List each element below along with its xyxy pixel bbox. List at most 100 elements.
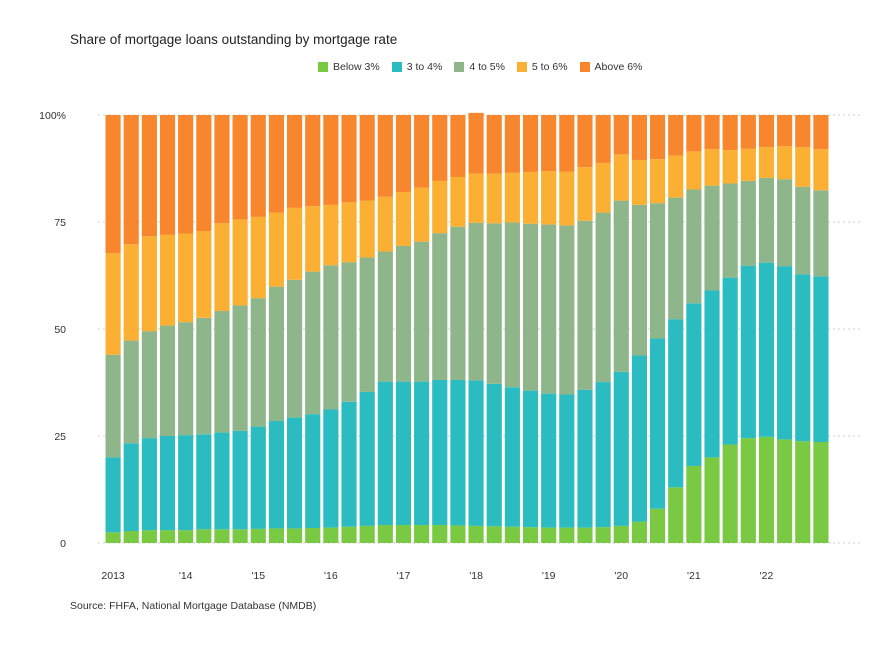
bar-segment: [740, 115, 756, 149]
bar-segment: [214, 223, 230, 312]
bar-segment: [468, 173, 484, 223]
bar-segment: [232, 115, 248, 220]
bar-segment: [250, 115, 266, 217]
x-tick-label: '17: [397, 570, 411, 582]
x-tick-label: '20: [614, 570, 628, 582]
bar-segment: [305, 206, 321, 272]
x-tick-label: '15: [251, 570, 265, 582]
bar-segment: [196, 317, 212, 435]
bar-segment: [305, 271, 321, 415]
bar-segment: [468, 525, 484, 543]
bar-segment: [250, 298, 266, 427]
bar-segment: [159, 436, 176, 531]
bar-segment: [395, 115, 412, 193]
bar-segment: [686, 465, 702, 543]
bar-segment: [504, 115, 520, 173]
bar-segment: [704, 290, 720, 458]
bar-segment: [432, 525, 448, 543]
bar-segment: [468, 380, 484, 526]
bar-segment: [595, 162, 611, 213]
bar-segment: [287, 115, 303, 208]
bar-segment: [341, 202, 357, 263]
legend-label-3-to-4: 3 to 4%: [406, 61, 443, 73]
bar-segment: [795, 186, 811, 275]
bar-segment: [341, 526, 357, 543]
bar-segment: [377, 196, 393, 252]
bar-segment: [414, 115, 430, 188]
legend: Below 3% 3 to 4% 4 to 5% 5 to 6% Above 6…: [318, 61, 642, 73]
bar-segment: [196, 230, 212, 318]
bar-segment: [214, 311, 230, 433]
bar-segment: [504, 387, 520, 527]
bar-segment: [577, 167, 593, 221]
bar-segment: [631, 355, 647, 522]
bar-segment: [577, 115, 593, 168]
bar-segment: [105, 115, 121, 254]
bar-segment: [795, 147, 811, 187]
bar-segment: [668, 115, 684, 156]
bar-segment: [105, 253, 121, 355]
x-tick-label: '18: [469, 570, 483, 582]
legend-label-4-to-5: 4 to 5%: [469, 61, 505, 73]
bar-segment: [359, 391, 375, 526]
bar-segment: [305, 115, 321, 207]
legend-swatch-3-to-4: [391, 62, 402, 72]
bar-segment: [105, 532, 121, 543]
bar-segment: [813, 190, 829, 277]
bar-segment: [178, 115, 194, 234]
x-tick-label: '21: [687, 570, 701, 582]
bar-segment: [105, 354, 121, 458]
bar-segment: [359, 200, 375, 258]
legend-item-4-to-5: 4 to 5%: [454, 61, 505, 73]
bar-segment: [250, 216, 266, 299]
bar-segment: [650, 508, 666, 543]
bar-segment: [777, 439, 793, 543]
bar-segment: [668, 487, 684, 543]
bar-segment: [468, 112, 484, 174]
bar-segment: [196, 529, 212, 543]
bar-segment: [722, 183, 738, 278]
legend-swatch-below-3: [318, 62, 328, 72]
bar-segment: [377, 115, 393, 197]
bar-segment: [668, 197, 684, 320]
bar-segment: [232, 305, 248, 431]
bar-segment: [395, 192, 412, 246]
bar-segment: [214, 115, 230, 224]
bar-segment: [414, 381, 430, 526]
bar-segment: [196, 434, 212, 530]
bar-segment: [432, 233, 448, 380]
bar-segment: [541, 171, 557, 225]
x-tick-label: '22: [760, 570, 774, 582]
bar-segment: [813, 115, 829, 150]
bar-segment: [377, 381, 393, 526]
bar-segment: [232, 219, 248, 306]
bar-segment: [141, 331, 157, 439]
bar-segment: [795, 115, 811, 148]
bar-segment: [758, 147, 775, 178]
bar-segment: [595, 212, 611, 383]
bar-segment: [468, 222, 484, 381]
x-tick-label: '14: [179, 570, 193, 582]
bar-segment: [141, 530, 157, 543]
bar-segment: [704, 115, 720, 150]
bar-segment: [178, 322, 194, 436]
bar-segment: [740, 148, 756, 181]
bar-segment: [650, 338, 666, 509]
bar-segment: [631, 159, 647, 205]
bar-segment: [722, 277, 738, 445]
bar-segment: [686, 115, 702, 152]
bar-segment: [758, 262, 775, 437]
bar-segment: [704, 185, 720, 291]
bar-segment: [668, 319, 684, 488]
bar-segment: [795, 441, 811, 543]
bar-segment: [287, 528, 303, 543]
legend-item-below-3: Below 3%: [318, 61, 380, 73]
bar-segment: [758, 115, 775, 148]
bar-segment: [105, 457, 121, 533]
bar-segment: [341, 262, 357, 402]
bar-segment: [432, 379, 448, 526]
legend-label-5-to-6: 5 to 6%: [531, 61, 568, 73]
bar-segment: [450, 177, 466, 227]
bar-segment: [559, 225, 575, 395]
bar-segment: [323, 265, 339, 410]
